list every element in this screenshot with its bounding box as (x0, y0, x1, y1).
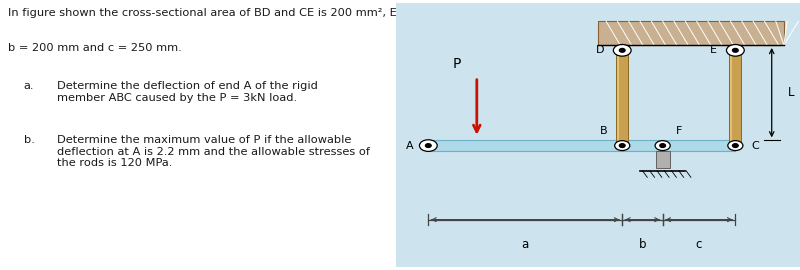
Circle shape (728, 141, 743, 151)
Text: E: E (710, 45, 717, 55)
Circle shape (655, 141, 670, 151)
Circle shape (619, 144, 625, 147)
Circle shape (660, 144, 666, 147)
Circle shape (619, 49, 625, 52)
Text: c: c (696, 238, 702, 251)
Text: P: P (452, 58, 461, 72)
Circle shape (419, 140, 438, 151)
Text: A: A (406, 141, 414, 151)
Circle shape (426, 144, 431, 147)
Bar (655, 151, 670, 168)
Text: B: B (600, 126, 608, 136)
Text: In figure shown the cross-sectional area of BD and CE is 200 mm², E = 210 GPa, L: In figure shown the cross-sectional area… (8, 8, 620, 18)
Text: Determine the maximum value of P if the allowable
deflection at A is 2.2 mm and : Determine the maximum value of P if the … (58, 135, 370, 168)
Text: D: D (596, 45, 604, 55)
Bar (730, 50, 742, 146)
Bar (428, 140, 735, 151)
Text: F: F (676, 126, 682, 136)
Text: a.: a. (24, 81, 34, 91)
Text: C: C (752, 141, 759, 151)
Circle shape (733, 144, 738, 147)
Text: b: b (638, 238, 646, 251)
Circle shape (614, 141, 630, 151)
Circle shape (726, 45, 744, 56)
Text: a: a (522, 238, 529, 251)
Bar (616, 50, 628, 146)
Circle shape (614, 45, 631, 56)
Text: b.: b. (24, 135, 34, 145)
Circle shape (733, 49, 738, 52)
Text: Determine the deflection of end A of the rigid
member ABC caused by the P = 3kN : Determine the deflection of end A of the… (58, 81, 318, 103)
Text: L: L (788, 86, 794, 99)
Text: b = 200 mm and c = 250 mm.: b = 200 mm and c = 250 mm. (8, 43, 182, 53)
Bar (598, 21, 784, 45)
